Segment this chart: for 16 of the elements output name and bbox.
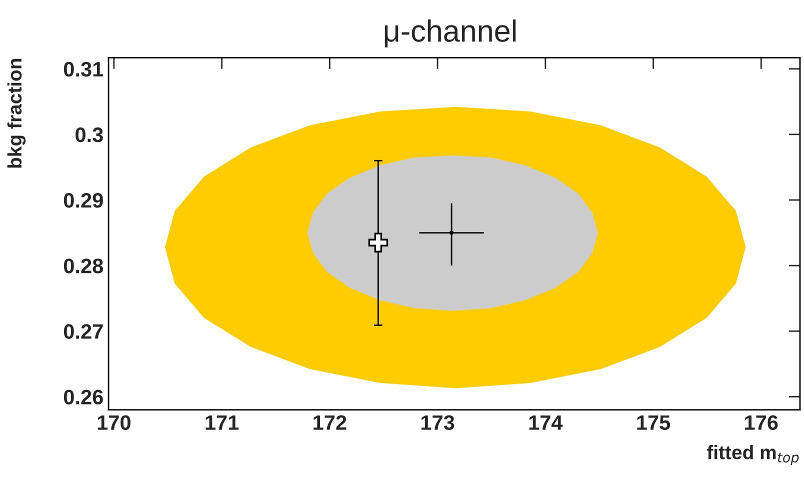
y-tick-label: 0.28 xyxy=(64,258,104,274)
y-axis-title: bkg fraction xyxy=(7,58,26,168)
x-tick-label: 171 xyxy=(206,415,239,430)
x-tick-label: 173 xyxy=(421,415,454,430)
x-axis-title: fitted m$_{top}$ xyxy=(706,445,799,466)
y-tick-label: 0.27 xyxy=(64,324,103,339)
y-tick-label: 0.26 xyxy=(64,390,103,404)
y-tick-label: 0.31 xyxy=(64,62,104,77)
chart-title: μ-channel xyxy=(384,19,516,48)
y-tick-label: 0.29 xyxy=(64,193,103,208)
x-tick-label: 170 xyxy=(98,415,130,430)
x-tick-label: 176 xyxy=(745,415,778,430)
y-tick-label: 0.3 xyxy=(76,127,103,142)
x-tick-label: 175 xyxy=(637,415,670,430)
x-tick-label: 172 xyxy=(314,415,346,430)
x-tick-label: 174 xyxy=(529,415,563,430)
